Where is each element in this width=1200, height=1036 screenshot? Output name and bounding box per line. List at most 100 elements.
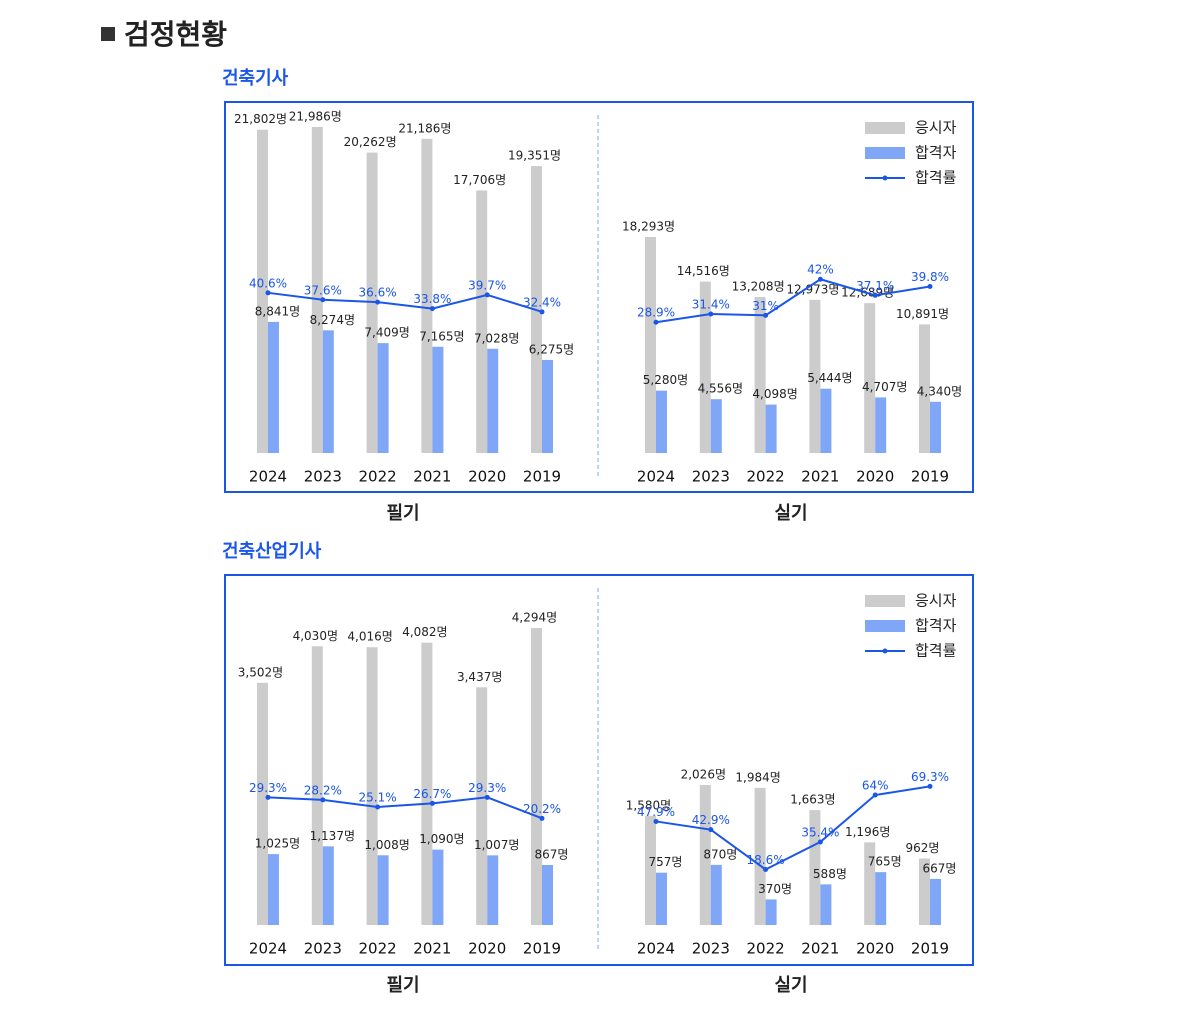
bar <box>645 237 656 453</box>
chart-caption: 필기 <box>386 503 419 524</box>
rate-point <box>265 290 271 296</box>
rate-point <box>817 276 823 282</box>
value-label: 21,186명 <box>398 121 451 135</box>
rate-label: 20.2% <box>523 802 561 816</box>
x-tick-label: 2020 <box>468 940 506 958</box>
rate-line <box>267 291 543 313</box>
bar <box>366 647 378 925</box>
legend-label: 응시자 <box>915 119 957 137</box>
rate-label: 18.6% <box>747 853 785 867</box>
rate-label: 39.8% <box>911 270 949 284</box>
title-bullet <box>101 27 115 41</box>
bar <box>875 872 887 925</box>
value-label: 3,502명 <box>238 665 283 679</box>
bar <box>710 864 722 925</box>
rate-point <box>484 292 490 298</box>
value-label: 1,663명 <box>790 793 835 807</box>
value-label: 7,409명 <box>364 326 409 340</box>
bar <box>765 899 777 925</box>
rate-label: 39.7% <box>468 278 506 292</box>
rate-label: 33.8% <box>413 292 451 306</box>
value-label: 588명 <box>813 867 847 881</box>
bar <box>875 397 887 453</box>
rate-point <box>375 804 381 810</box>
rate-line <box>655 278 931 324</box>
x-tick-label: 2022 <box>747 940 785 958</box>
value-label: 1,007명 <box>474 838 519 852</box>
bar <box>710 399 722 453</box>
rate-label: 37.1% <box>856 279 894 293</box>
rate-label: 29.3% <box>468 781 506 795</box>
x-tick-label: 2024 <box>249 468 287 486</box>
x-tick-label: 2022 <box>359 940 397 958</box>
value-label: 5,444명 <box>807 371 852 385</box>
value-label: 870명 <box>703 847 737 861</box>
value-label: 21,986명 <box>289 110 342 124</box>
rate-point <box>872 792 878 798</box>
rate-point <box>320 797 326 803</box>
value-label: 867명 <box>535 848 569 862</box>
legend-label: 합격자 <box>915 144 957 162</box>
rate-label: 69.3% <box>911 770 949 784</box>
value-label: 1,196명 <box>845 825 890 839</box>
value-label: 5,280명 <box>643 373 688 387</box>
bar <box>257 129 268 454</box>
value-label: 1,008명 <box>364 838 409 852</box>
rate-point <box>653 319 659 325</box>
bar <box>820 388 832 453</box>
chart-frame <box>224 101 974 493</box>
bar <box>476 190 488 453</box>
bar <box>930 401 941 453</box>
value-label: 757명 <box>649 855 683 869</box>
rate-label: 35.4% <box>801 825 839 839</box>
bar <box>809 299 821 453</box>
value-label: 1,090명 <box>419 832 464 846</box>
bar <box>542 865 553 925</box>
legend-swatch <box>865 595 905 607</box>
rate-point <box>484 794 490 800</box>
value-label: 1,137명 <box>310 829 355 843</box>
value-label: 14,516명 <box>677 264 730 278</box>
rate-point <box>429 800 435 806</box>
x-tick-label: 2023 <box>692 468 730 486</box>
bar <box>930 878 941 925</box>
rate-label: 40.6% <box>249 276 287 290</box>
value-label: 962명 <box>906 841 940 855</box>
value-label: 4,016명 <box>347 630 392 644</box>
value-label: 6,275명 <box>529 342 574 356</box>
rate-point <box>927 783 933 789</box>
value-label: 8,841명 <box>255 304 300 318</box>
x-tick-label: 2023 <box>692 940 730 958</box>
value-label: 667명 <box>923 861 957 875</box>
rate-point <box>927 283 933 289</box>
value-label: 7,028명 <box>474 331 519 345</box>
x-tick-label: 2019 <box>523 940 561 958</box>
x-tick-label: 2021 <box>801 940 839 958</box>
x-tick-label: 2021 <box>801 468 839 486</box>
rate-point <box>320 297 326 303</box>
bar <box>542 359 553 453</box>
bar <box>487 855 499 925</box>
value-label: 4,707명 <box>862 380 907 394</box>
legend-label: 합격률 <box>915 169 957 187</box>
bar <box>421 642 433 925</box>
legend-swatch <box>865 620 905 632</box>
legend-swatch <box>882 175 888 181</box>
legend-label: 응시자 <box>915 592 957 610</box>
bar <box>268 854 279 925</box>
rate-point <box>429 306 435 312</box>
bar <box>311 127 323 453</box>
bar <box>699 281 711 453</box>
value-label: 370명 <box>758 882 792 896</box>
bar <box>809 810 821 925</box>
bar <box>754 297 766 453</box>
rate-label: 25.1% <box>359 791 397 805</box>
bar <box>864 303 876 453</box>
rate-label: 31% <box>752 299 779 313</box>
bar <box>432 849 444 925</box>
rate-label: 42.9% <box>692 813 730 827</box>
bar <box>656 390 667 453</box>
rate-label: 31.4% <box>692 298 730 312</box>
rate-point <box>265 794 271 800</box>
